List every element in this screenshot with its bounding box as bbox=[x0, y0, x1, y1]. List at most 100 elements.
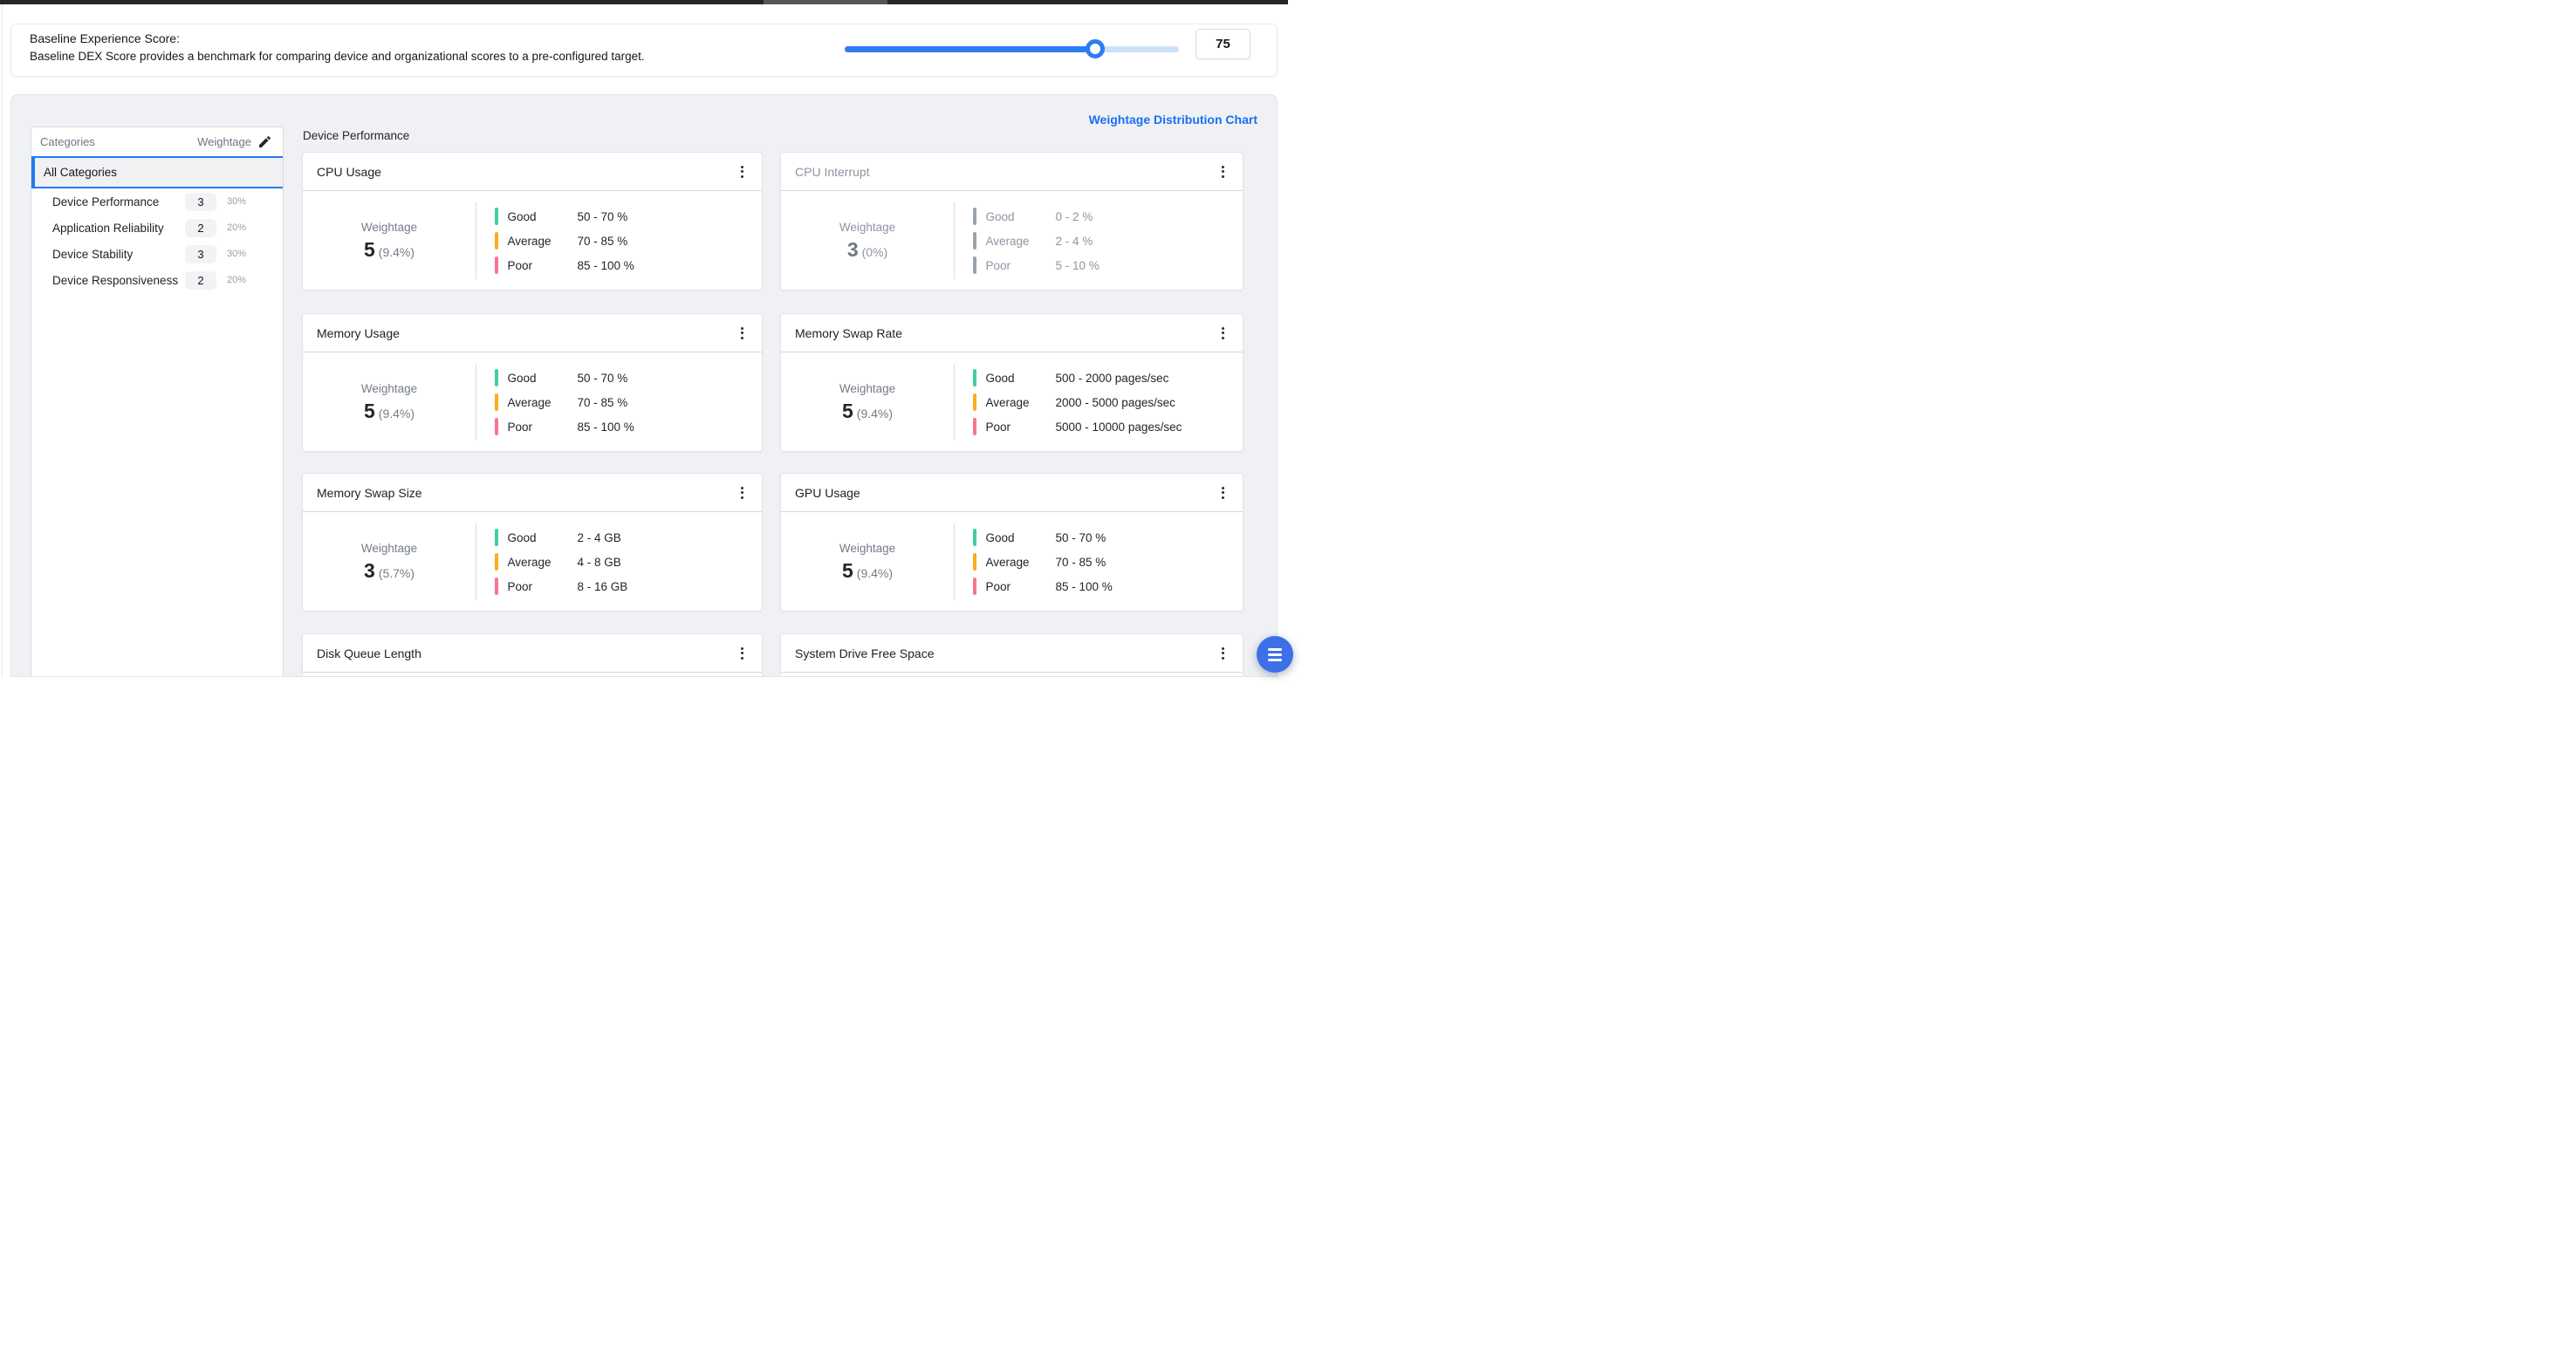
card-header: Memory Usage bbox=[303, 314, 762, 352]
metric-card-memory-swap-rate: Memory Swap Rate Weightage 5 (9.4%) Good 5… bbox=[780, 313, 1243, 452]
weightage-number: 3 bbox=[363, 558, 375, 582]
window-edge-line bbox=[2, 4, 3, 677]
threshold-level: Average bbox=[507, 234, 552, 248]
threshold-row: Poor 5000 - 10000 pages/sec bbox=[973, 418, 1182, 435]
kebab-menu-button[interactable] bbox=[1216, 645, 1229, 662]
kebab-icon bbox=[1221, 165, 1224, 168]
card-body: Weightage 3 (0%) Good 0 - 2 % Average 2 - 4… bbox=[781, 191, 1243, 290]
threshold-list: Good 50 - 70 % Average 70 - 85 % Poor 85 - … bbox=[495, 208, 634, 274]
threshold-range: 50 - 70 % bbox=[577, 209, 628, 223]
card-header: System Drive Free Space bbox=[781, 634, 1243, 673]
threshold-range: 85 - 100 % bbox=[577, 420, 634, 434]
weightage-block: Weightage 3 (5.7%) bbox=[303, 512, 476, 611]
slider-thumb[interactable] bbox=[1086, 39, 1105, 58]
threshold-range: 70 - 85 % bbox=[577, 395, 628, 409]
vertical-divider bbox=[954, 202, 955, 279]
weightage-percent: 20% bbox=[227, 275, 247, 285]
card-body: Weightage 5 (9.4%) Good 50 - 70 % Average 7… bbox=[303, 191, 762, 290]
threshold-level: Average bbox=[507, 555, 552, 569]
baseline-score-input[interactable]: 75 bbox=[1196, 29, 1250, 59]
threshold-level: Average bbox=[985, 395, 1030, 409]
weightage-block: Weightage 5 (9.4%) bbox=[781, 512, 954, 611]
metric-card-system-drive-free-space: System Drive Free Space bbox=[780, 633, 1243, 676]
threshold-level: Good bbox=[985, 371, 1015, 385]
kebab-menu-button[interactable] bbox=[736, 484, 748, 502]
weightage-percent: (9.4%) bbox=[856, 406, 894, 421]
threshold-level: Poor bbox=[507, 579, 533, 593]
weightage-number: 5 bbox=[841, 558, 853, 582]
threshold-range: 5 - 10 % bbox=[1055, 258, 1100, 272]
hamburger-icon bbox=[1268, 647, 1282, 651]
weightage-distribution-chart-link[interactable]: Weightage Distribution Chart bbox=[1088, 113, 1257, 127]
poor-indicator-bar bbox=[495, 418, 498, 435]
weightage-number: 5 bbox=[841, 399, 853, 422]
card-header: CPU Interrupt bbox=[781, 153, 1243, 191]
threshold-list: Good 500 - 2000 pages/sec Average 2000 - 5… bbox=[973, 369, 1182, 435]
edit-weightage-button[interactable] bbox=[258, 135, 271, 148]
baseline-score-title: Baseline Experience Score: bbox=[30, 31, 180, 45]
threshold-level: Poor bbox=[985, 420, 1011, 434]
threshold-row: Average 70 - 85 % bbox=[495, 232, 634, 250]
poor-indicator-bar bbox=[495, 578, 498, 595]
weightage-percent: (5.7%) bbox=[378, 565, 415, 580]
floating-menu-button[interactable] bbox=[1257, 636, 1293, 673]
threshold-row: Poor 85 - 100 % bbox=[973, 578, 1113, 595]
sidebar-item-application-reliability[interactable]: Application Reliability 2 20% bbox=[31, 215, 283, 241]
categories-column-header: Categories bbox=[40, 135, 95, 148]
threshold-level: Good bbox=[507, 371, 537, 385]
card-title: CPU Usage bbox=[317, 164, 381, 179]
baseline-score-slider[interactable] bbox=[845, 38, 1179, 59]
weightage-value: 5 (9.4%) bbox=[842, 559, 893, 583]
card-title: Memory Swap Size bbox=[317, 485, 422, 500]
poor-indicator-bar bbox=[973, 256, 976, 274]
sidebar-header: Categories Weightage bbox=[31, 127, 283, 156]
kebab-menu-button[interactable] bbox=[1216, 163, 1229, 181]
weightage-value-chip: 2 bbox=[185, 270, 216, 290]
card-header: CPU Usage bbox=[303, 153, 762, 191]
kebab-menu-button[interactable] bbox=[736, 163, 748, 181]
average-indicator-bar bbox=[973, 232, 976, 250]
metric-card-memory-usage: Memory Usage Weightage 5 (9.4%) Good 50 - … bbox=[302, 313, 763, 452]
weightage-number: 5 bbox=[363, 237, 375, 261]
kebab-menu-button[interactable] bbox=[736, 325, 748, 342]
threshold-row: Average 2000 - 5000 pages/sec bbox=[973, 393, 1182, 411]
weightage-value: 3 (5.7%) bbox=[364, 559, 414, 583]
poor-indicator-bar bbox=[973, 418, 976, 435]
weightage-value-chip: 2 bbox=[185, 218, 216, 237]
weightage-block: Weightage 5 (9.4%) bbox=[781, 352, 954, 451]
category-label: Device Responsiveness bbox=[52, 273, 179, 287]
threshold-list: Good 0 - 2 % Average 2 - 4 % Poor 5 - 10 % bbox=[973, 208, 1100, 274]
threshold-range: 50 - 70 % bbox=[577, 371, 628, 385]
section-title-device-performance: Device Performance bbox=[303, 129, 410, 142]
weightage-block: Weightage 5 (9.4%) bbox=[303, 191, 476, 290]
average-indicator-bar bbox=[495, 232, 498, 250]
slider-fill bbox=[845, 45, 1095, 52]
poor-indicator-bar bbox=[495, 256, 498, 274]
sidebar-item-all-categories[interactable]: All Categories bbox=[31, 156, 283, 188]
average-indicator-bar bbox=[495, 393, 498, 411]
weightage-column-header: Weightage bbox=[197, 135, 251, 148]
weightage-percent: (0%) bbox=[861, 244, 888, 259]
threshold-level: Poor bbox=[985, 579, 1011, 593]
threshold-level: Good bbox=[985, 530, 1015, 544]
sidebar-item-device-performance[interactable]: Device Performance 3 30% bbox=[31, 188, 283, 215]
kebab-menu-button[interactable] bbox=[736, 645, 748, 662]
threshold-level: Average bbox=[507, 395, 552, 409]
weightage-percent: 30% bbox=[227, 249, 247, 259]
category-label: Device Stability bbox=[52, 247, 134, 261]
category-label: Application Reliability bbox=[52, 221, 164, 235]
card-header: Disk Queue Length bbox=[303, 634, 762, 673]
weightage-value: 5 (9.4%) bbox=[842, 400, 893, 423]
sidebar-item-device-responsiveness[interactable]: Device Responsiveness 2 20% bbox=[31, 267, 283, 293]
threshold-list: Good 2 - 4 GB Average 4 - 8 GB Poor 8 - 16 … bbox=[495, 529, 627, 595]
card-title: System Drive Free Space bbox=[795, 646, 935, 660]
threshold-range: 0 - 2 % bbox=[1055, 209, 1093, 223]
kebab-menu-button[interactable] bbox=[1216, 325, 1229, 342]
threshold-level: Average bbox=[985, 234, 1030, 248]
sidebar-item-device-stability[interactable]: Device Stability 3 30% bbox=[31, 241, 283, 267]
vertical-divider bbox=[954, 523, 955, 600]
baseline-score-panel: Baseline Experience Score: Baseline DEX … bbox=[10, 24, 1278, 77]
kebab-menu-button[interactable] bbox=[1216, 484, 1229, 502]
threshold-range: 5000 - 10000 pages/sec bbox=[1055, 420, 1182, 434]
weightage-label: Weightage bbox=[839, 541, 896, 555]
